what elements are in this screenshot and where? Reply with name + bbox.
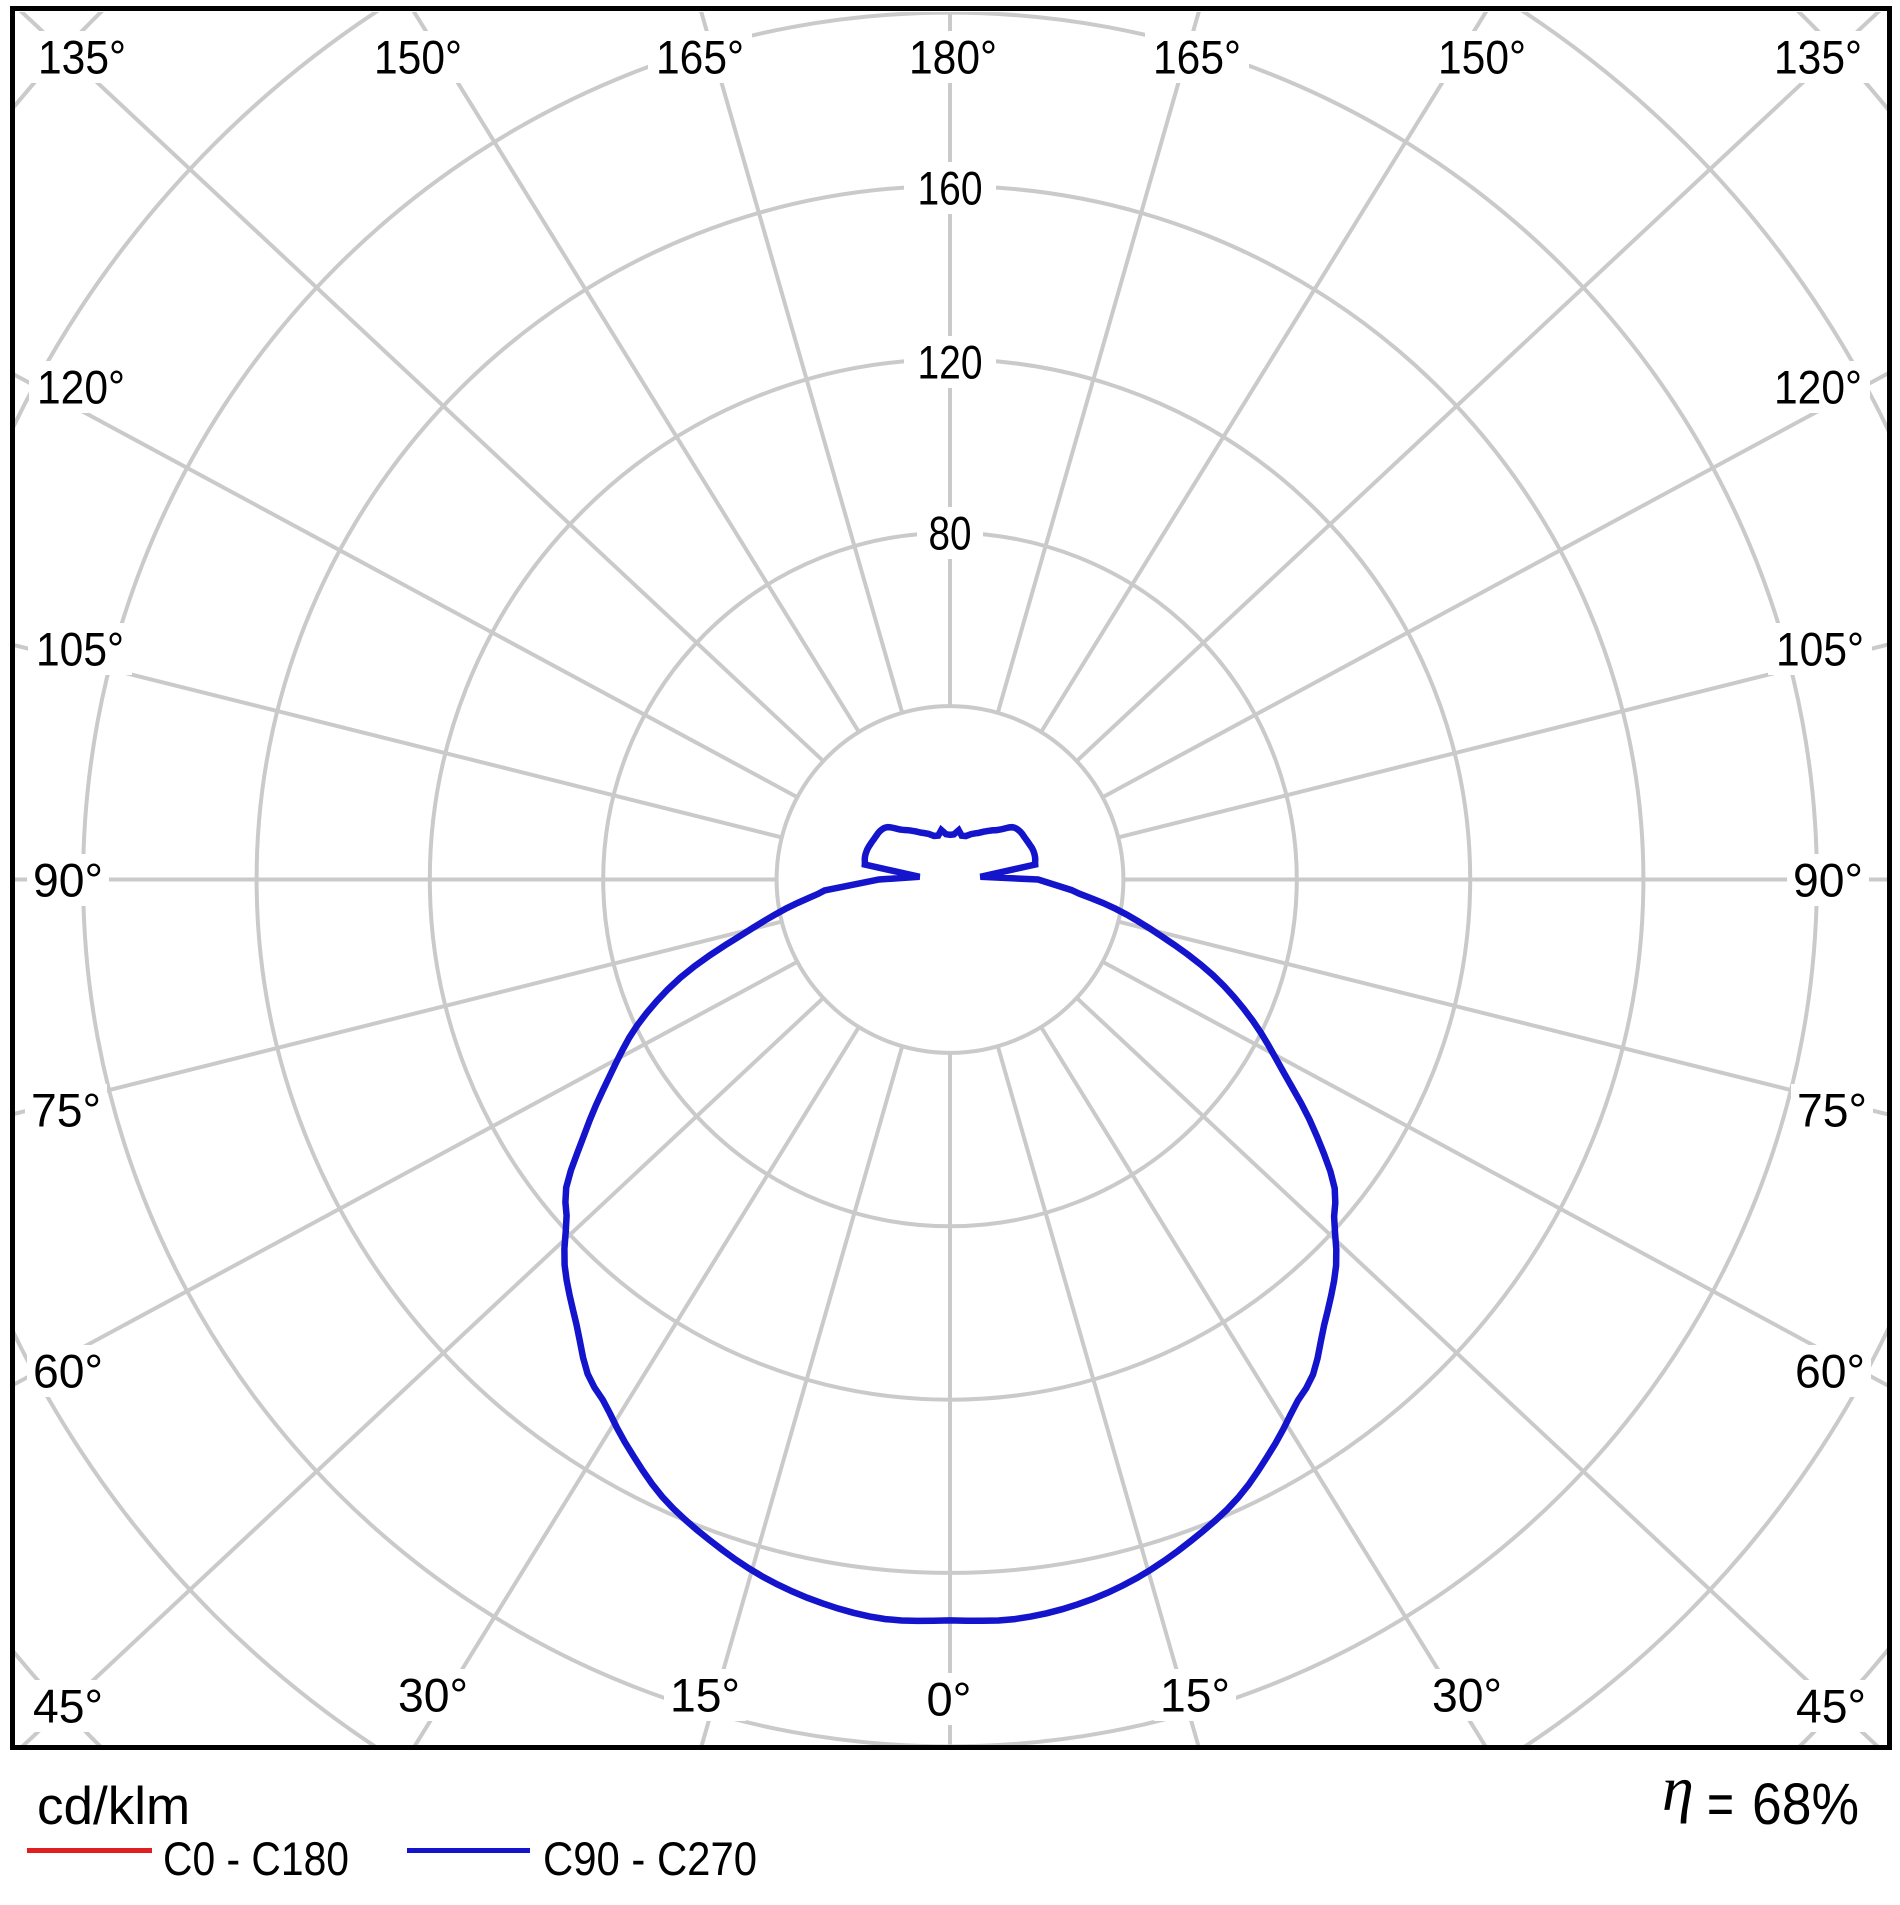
svg-text:180°: 180° [909,31,997,84]
svg-text:η: η [1662,1753,1694,1824]
svg-text:160: 160 [918,162,983,215]
svg-text:68%: 68% [1752,1772,1859,1837]
svg-text:105°: 105° [36,623,124,676]
svg-text:150°: 150° [374,31,462,84]
svg-text:90°: 90° [33,854,103,907]
svg-text:120: 120 [918,336,983,389]
svg-text:150°: 150° [1438,31,1526,84]
svg-text:0°: 0° [927,1673,972,1726]
svg-text:60°: 60° [1795,1345,1865,1398]
svg-text:30°: 30° [398,1669,468,1722]
svg-text:45°: 45° [33,1680,103,1733]
svg-text:80: 80 [929,507,972,560]
svg-text:C0 - C180: C0 - C180 [163,1832,349,1885]
svg-text:75°: 75° [1797,1084,1867,1137]
svg-text:75°: 75° [31,1084,101,1137]
svg-text:120°: 120° [1774,361,1862,414]
svg-text:=: = [1707,1772,1734,1837]
svg-text:45°: 45° [1796,1680,1866,1733]
svg-text:90°: 90° [1793,854,1863,907]
svg-text:cd/klm: cd/klm [37,1777,190,1836]
svg-text:15°: 15° [670,1669,740,1722]
svg-text:15°: 15° [1160,1669,1230,1722]
svg-text:135°: 135° [38,31,126,84]
svg-text:165°: 165° [1153,31,1241,84]
svg-text:165°: 165° [656,31,744,84]
svg-text:30°: 30° [1432,1669,1502,1722]
svg-text:105°: 105° [1776,623,1864,676]
svg-text:C90 - C270: C90 - C270 [543,1832,757,1885]
svg-text:60°: 60° [33,1345,103,1398]
svg-text:120°: 120° [37,361,125,414]
svg-text:135°: 135° [1774,31,1862,84]
